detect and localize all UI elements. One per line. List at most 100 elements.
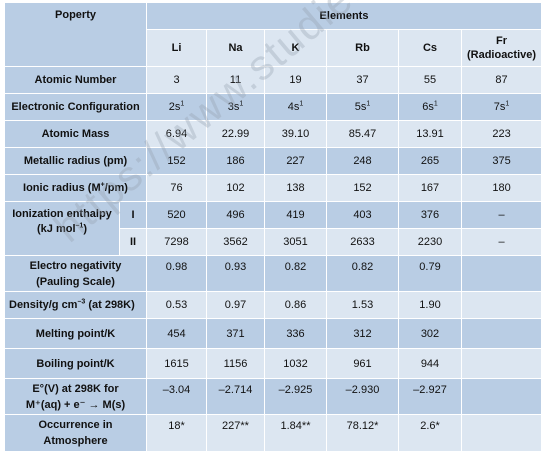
cell: 371: [206, 318, 265, 349]
cell: 4s1: [264, 93, 327, 121]
cell: 1032: [264, 348, 327, 379]
cell: 1.53: [326, 291, 399, 319]
cell: 0.97: [206, 291, 265, 319]
symbol-cs: Cs: [398, 29, 462, 67]
cell: 0.79: [398, 255, 462, 292]
cell: 138: [264, 174, 327, 202]
cell: 3s1: [206, 93, 265, 121]
symbol-k: K: [264, 29, 327, 67]
cell: 186: [206, 147, 265, 175]
cell: 227**: [206, 414, 265, 452]
cell: 76: [146, 174, 207, 202]
cell: 2s1: [146, 93, 207, 121]
cell: 403: [326, 201, 399, 229]
cell: 223: [460, 120, 543, 148]
cell: [460, 318, 543, 349]
cell: 0.82: [264, 255, 327, 292]
cell: 961: [326, 348, 399, 379]
cell: 152: [146, 147, 207, 175]
row-electronic-configuration: Electronic Configuration 2s1 3s1 4s1 5s1…: [4, 93, 543, 121]
cell: 0.86: [264, 291, 327, 319]
cell: 3562: [206, 228, 265, 256]
cell: –: [460, 201, 543, 229]
cell: 78.12*: [326, 414, 399, 452]
symbol-fr-text: Fr: [496, 35, 507, 47]
cell: 0.93: [206, 255, 265, 292]
row-label: E°(V) at 298K for M⁺(aq) + e⁻ → M(s): [4, 378, 147, 415]
cell: –2.927: [398, 378, 462, 415]
symbol-fr: Fr (Radioactive): [460, 29, 543, 67]
cell: 265: [398, 147, 462, 175]
symbol-li: Li: [146, 29, 207, 67]
property-header: Poperty: [4, 2, 147, 67]
row-label: Ionic radius (M+/pm): [4, 174, 147, 202]
cell: 7298: [146, 228, 207, 256]
cell: 1.84**: [264, 414, 327, 452]
cell: 19: [264, 66, 327, 94]
row-label: Boiling point/K: [4, 348, 147, 379]
cell: 39.10: [264, 120, 327, 148]
cell: 167: [398, 174, 462, 202]
cell: 312: [326, 318, 399, 349]
row-atomic-mass: Atomic Mass 6.94 22.99 39.10 85.47 13.91…: [4, 120, 543, 148]
cell: –3.04: [146, 378, 207, 415]
cell: 5s1: [326, 93, 399, 121]
cell: 1.90: [398, 291, 462, 319]
cell: 152: [326, 174, 399, 202]
cell: 13.91: [398, 120, 462, 148]
cell: [460, 255, 543, 292]
cell: –2.714: [206, 378, 265, 415]
cell: 2230: [398, 228, 462, 256]
elements-header-text: Elements: [319, 10, 369, 22]
cell: 11: [206, 66, 265, 94]
cell: 18*: [146, 414, 207, 452]
row-electrode-potential: E°(V) at 298K for M⁺(aq) + e⁻ → M(s) –3.…: [4, 378, 543, 415]
cell: 302: [398, 318, 462, 349]
cell: 376: [398, 201, 462, 229]
cell: 7s1: [460, 93, 543, 121]
cell: 227: [264, 147, 327, 175]
sub-label-i: I: [119, 201, 147, 229]
cell: 454: [146, 318, 207, 349]
cell: –: [460, 228, 543, 256]
cell: 6s1: [398, 93, 462, 121]
cell: –2.925: [264, 378, 327, 415]
row-label: Metallic radius (pm): [4, 147, 147, 175]
cell: 102: [206, 174, 265, 202]
row-boiling-point: Boiling point/K 1615 1156 1032 961 944: [4, 348, 543, 379]
row-label: Density/g cm–3 (at 298K): [4, 291, 147, 319]
row-density: Density/g cm–3 (at 298K) 0.53 0.97 0.86 …: [4, 291, 543, 319]
row-label: Electronic Configuration: [4, 93, 147, 121]
cell: 0.98: [146, 255, 207, 292]
row-atomic-number: Atomic Number 3 11 19 37 55 87: [4, 66, 543, 94]
row-occurrence: Occurrence in Atmosphere 18* 227** 1.84*…: [4, 414, 543, 452]
row-label: Atomic Mass: [4, 120, 147, 148]
cell: –2.930: [326, 378, 399, 415]
cell: 248: [326, 147, 399, 175]
row-label: Ionization enthalpy (kJ mol–1): [4, 201, 120, 256]
cell: 2.6*: [398, 414, 462, 452]
row-ionic-radius: Ionic radius (M+/pm) 76 102 138 152 167 …: [4, 174, 543, 202]
fr-radioactive-note: (Radioactive): [466, 49, 537, 61]
cell: [460, 291, 543, 319]
cell: [460, 414, 543, 452]
cell: 944: [398, 348, 462, 379]
cell: 375: [460, 147, 543, 175]
cell: 3: [146, 66, 207, 94]
row-label: Melting point/K: [4, 318, 147, 349]
sub-label-ii: II: [119, 228, 147, 256]
row-label: Occurrence in Atmosphere: [4, 414, 147, 452]
cell: 3051: [264, 228, 327, 256]
cell: 180: [460, 174, 543, 202]
row-ionization-enthalpy-i: Ionization enthalpy (kJ mol–1) I 520 496…: [4, 201, 543, 256]
cell: 419: [264, 201, 327, 229]
cell: 6.94: [146, 120, 207, 148]
cell: 85.47: [326, 120, 399, 148]
cell: [460, 378, 543, 415]
cell: 22.99: [206, 120, 265, 148]
cell: 1156: [206, 348, 265, 379]
cell: 87: [460, 66, 543, 94]
cell: 0.53: [146, 291, 207, 319]
row-ionization-enthalpy-ii: II 7298 3562 3051 2633 2230 –: [5, 228, 543, 256]
cell: 0.82: [326, 255, 399, 292]
